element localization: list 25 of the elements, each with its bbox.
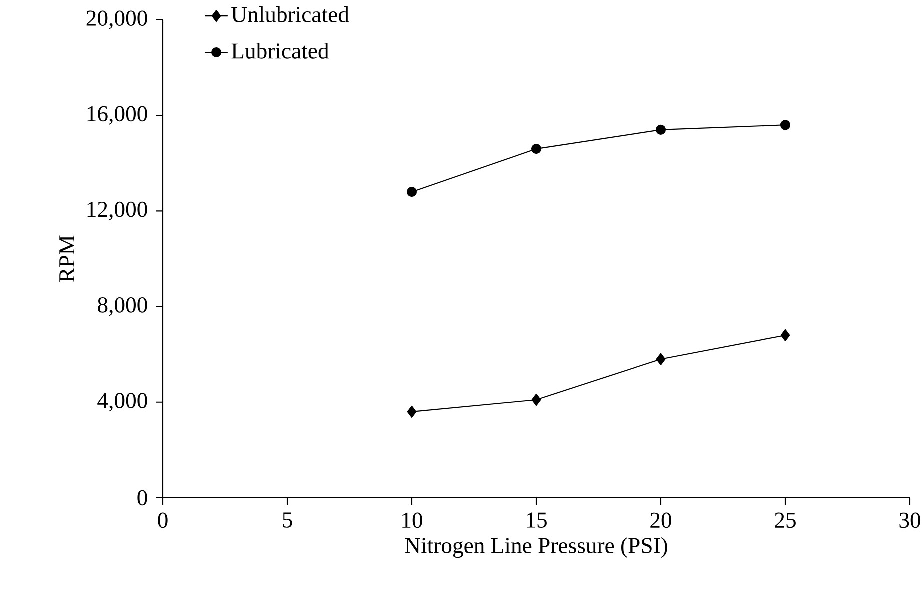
y-tick-label: 12,000 (88, 202, 148, 220)
point (407, 406, 417, 418)
x-tick-label: 25 (775, 512, 796, 528)
point (780, 120, 791, 130)
y-tick-label: 0 (138, 490, 148, 506)
legend-label: Unlubricated (232, 6, 350, 22)
point (531, 144, 542, 154)
point (406, 187, 418, 198)
y-tick-label: 8,000 (98, 298, 148, 316)
x-axis-title: Nitrogen Line Pressure (PSI) (405, 537, 668, 558)
point (656, 124, 666, 135)
x-tick-label: 0 (158, 512, 168, 528)
y-tick-label: 20,000 (86, 10, 148, 30)
point (780, 329, 790, 342)
y-tick-label: 4,000 (98, 393, 148, 412)
y-tick-label: 16,000 (88, 106, 148, 125)
y-axis-title: RPM (60, 236, 74, 282)
point (532, 394, 542, 406)
x-tick-label: 30 (900, 512, 920, 528)
x-tick-label: 5 (283, 512, 292, 528)
x-tick-label: 10 (402, 512, 422, 528)
legend-label: Lubricated (232, 42, 330, 59)
point (656, 353, 666, 366)
x-tick-label: 20 (650, 512, 672, 528)
x-tick-label: 15 (527, 512, 547, 528)
